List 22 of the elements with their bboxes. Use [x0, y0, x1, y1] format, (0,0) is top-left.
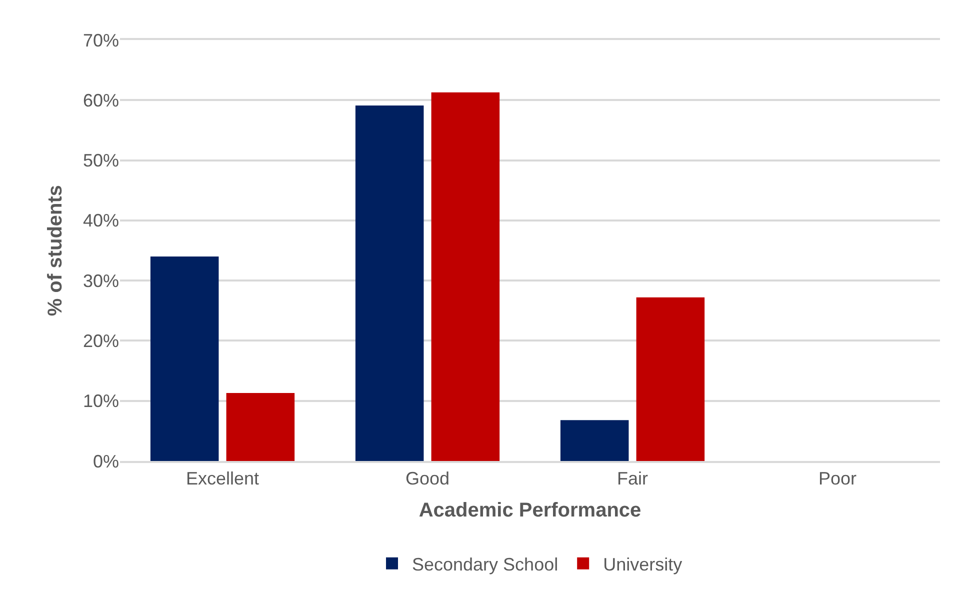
bar	[226, 393, 295, 461]
legend-label: University	[603, 554, 682, 574]
y-tick-label: 50%	[82, 150, 119, 171]
legend-label: Secondary School	[412, 554, 558, 574]
y-tick-label: 0%	[92, 451, 119, 472]
y-tick-label: 20%	[82, 331, 119, 352]
y-tick-label: 70%	[82, 30, 119, 50]
bar	[636, 297, 705, 461]
bar	[431, 92, 500, 461]
y-tick-label: 10%	[82, 391, 119, 412]
bar	[355, 106, 424, 461]
x-tick-label: Fair	[617, 468, 648, 488]
bar	[150, 256, 219, 461]
x-tick-label: Excellent	[186, 468, 260, 488]
x-axis-title: Academic Performance	[418, 499, 642, 522]
y-tick-label: 60%	[82, 90, 119, 110]
x-tick-label: Good	[405, 468, 450, 488]
y-tick-label: 30%	[82, 270, 119, 291]
y-tick-label: 40%	[82, 210, 119, 231]
y-axis-title: % of students	[44, 184, 66, 316]
bar	[560, 420, 629, 461]
x-tick-label: Poor	[818, 468, 857, 488]
